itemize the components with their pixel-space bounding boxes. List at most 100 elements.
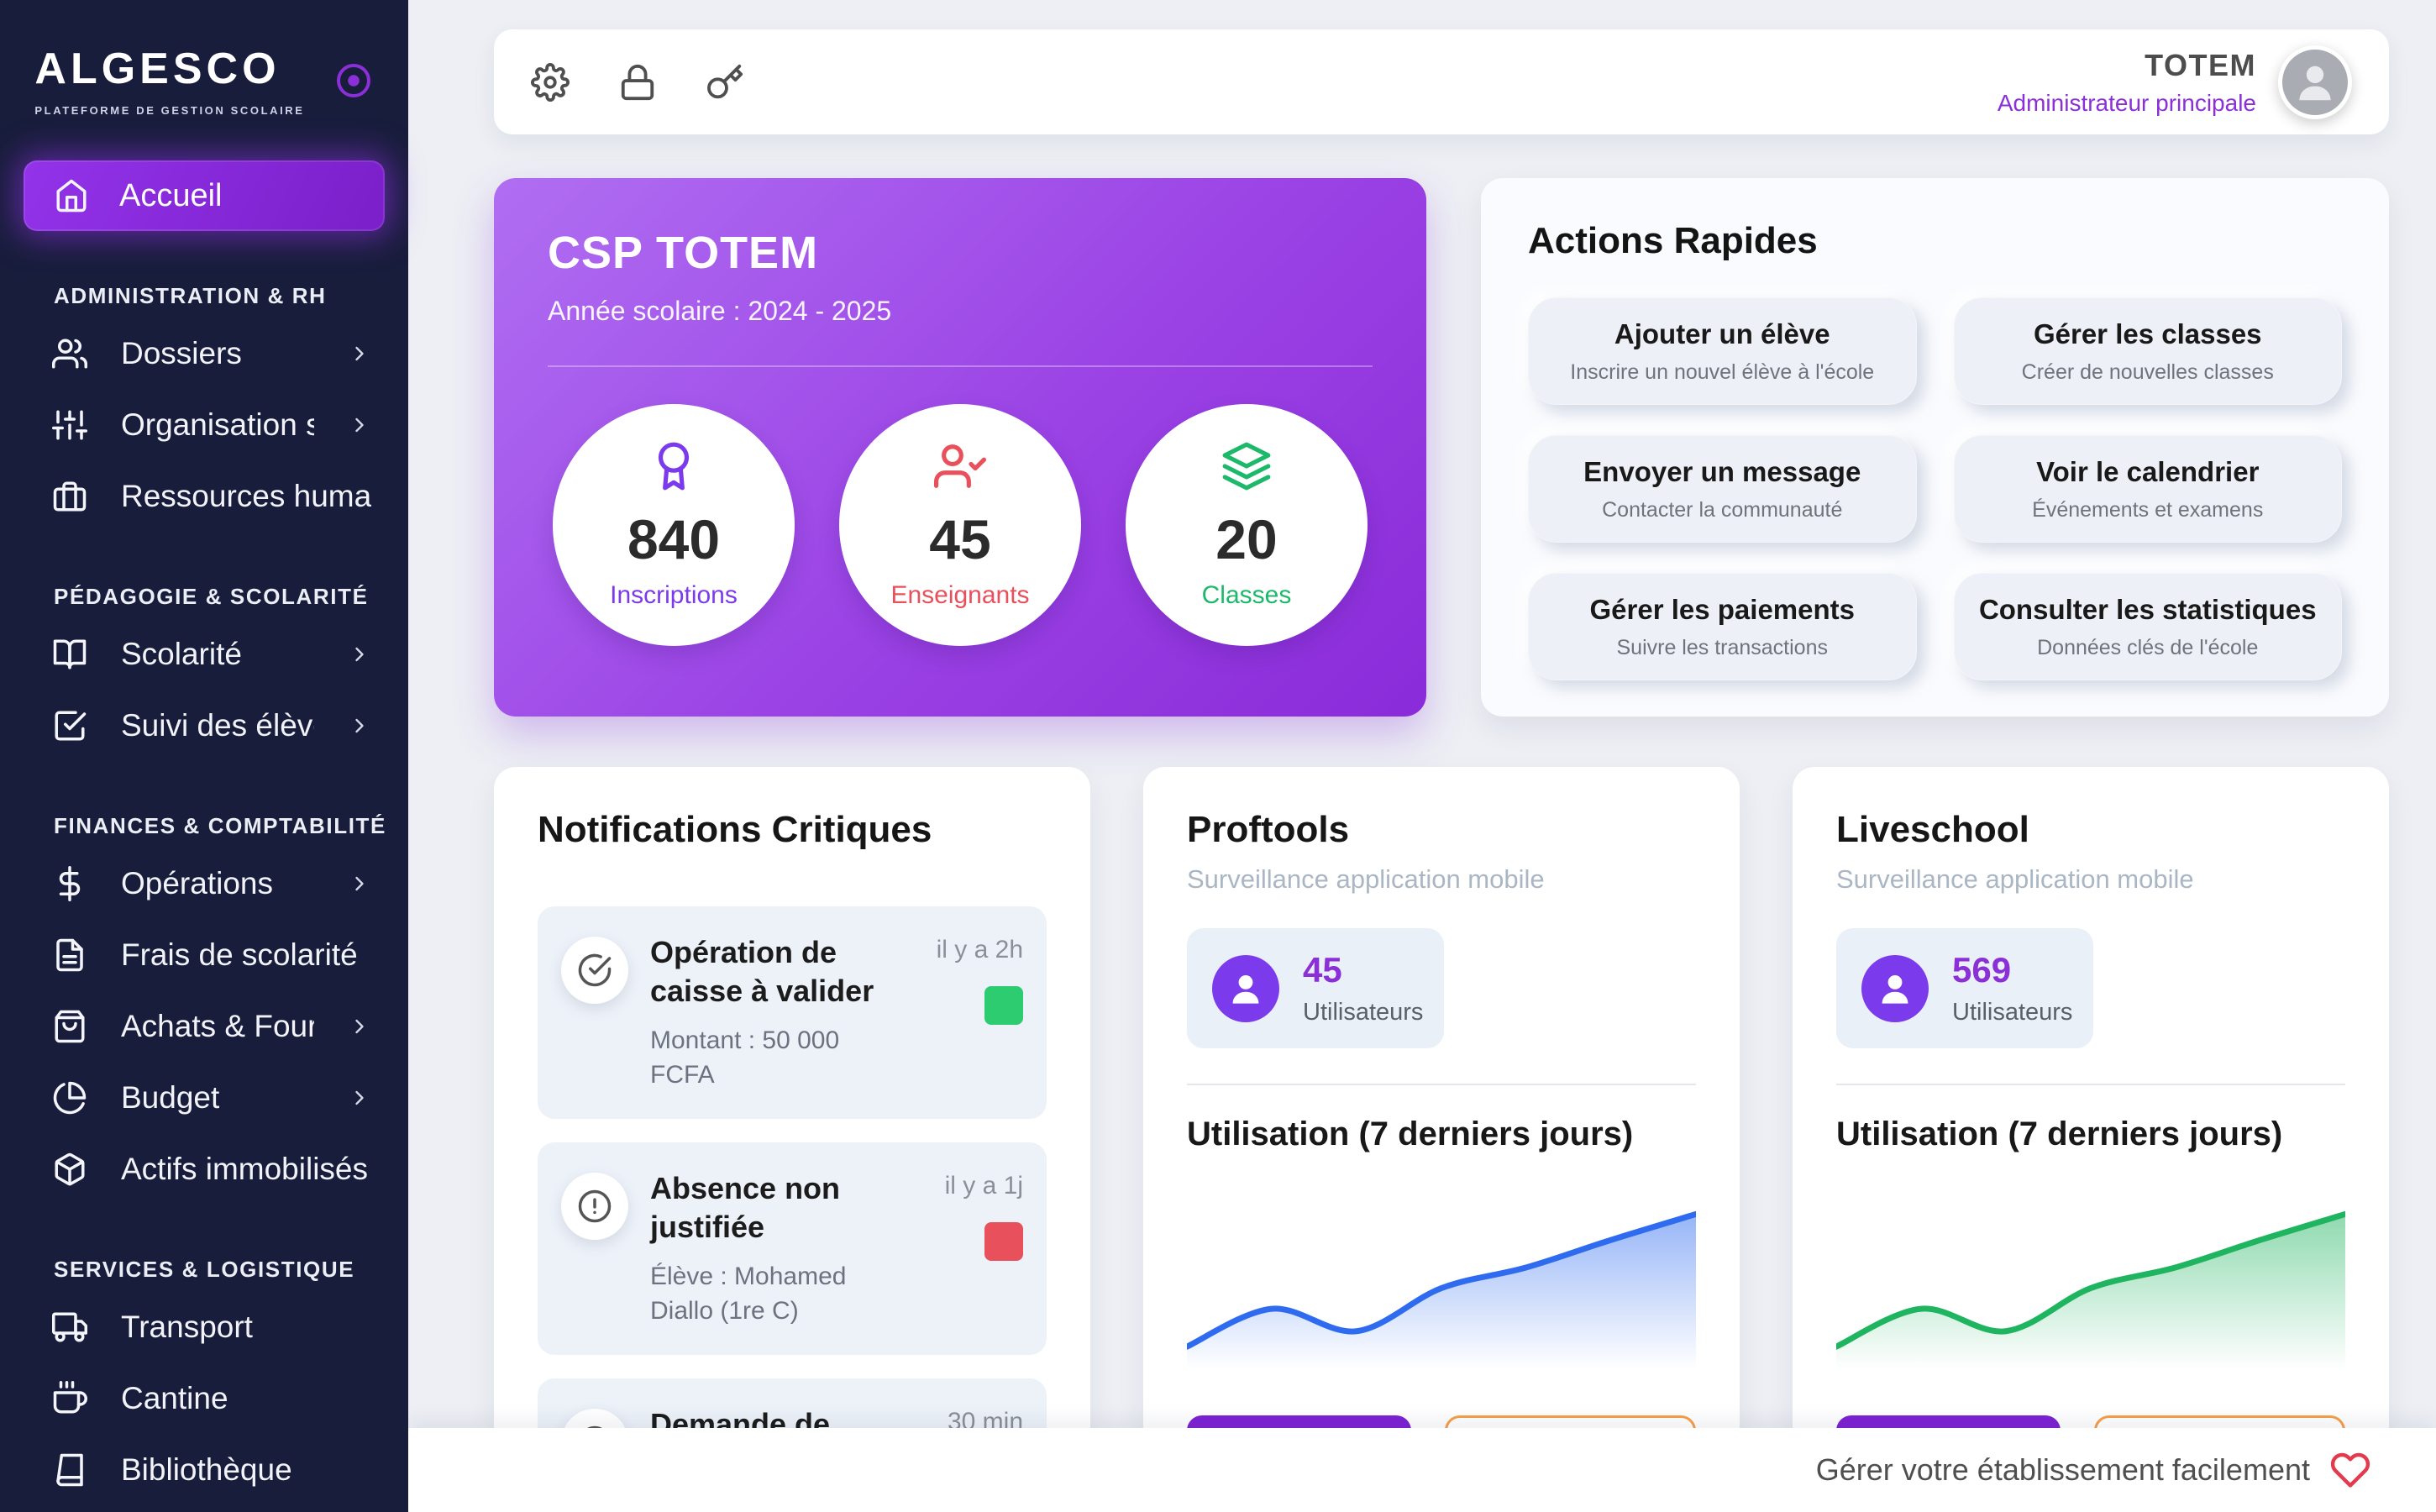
button-subtitle: Créer de nouvelles classes xyxy=(2021,360,2274,384)
button-subtitle: Événements et examens xyxy=(2032,497,2264,522)
app-tagline: PLATEFORME DE GESTION SCOLAIRE xyxy=(34,104,305,117)
usage-area-chart xyxy=(1184,1210,1699,1387)
sliders-icon xyxy=(52,407,87,443)
users-stat-text: 45 Utilisateurs xyxy=(1303,950,1423,1026)
user-icon xyxy=(1875,969,1915,1009)
coffee-icon xyxy=(52,1380,87,1416)
users-label: Utilisateurs xyxy=(1303,999,1424,1026)
users-avatar xyxy=(1861,954,1929,1022)
button-title: Gérer les classes xyxy=(2033,318,2262,349)
sidebar-item-transport[interactable]: Transport xyxy=(0,1291,408,1362)
button-subtitle: Inscrire un nouvel élève à l'école xyxy=(1570,360,1875,384)
stat-classes: 20 Classes xyxy=(1126,404,1368,646)
sidebar-item-organisation-scolaire[interactable]: Organisation scola... xyxy=(0,389,408,460)
notification-body: Absence non justifiée Élève : Mohamed Di… xyxy=(650,1169,902,1328)
school-overview-card: CSP TOTEM Année scolaire : 2024 - 2025 8… xyxy=(494,178,1426,717)
users-avatar xyxy=(1212,954,1279,1022)
sidebar-item-bibliotheque[interactable]: Bibliothèque xyxy=(0,1434,408,1505)
send-message-button[interactable]: Envoyer un message Contacter la communau… xyxy=(1528,435,1917,543)
truck-icon xyxy=(52,1310,87,1345)
lock-icon[interactable] xyxy=(618,63,657,102)
add-student-button[interactable]: Ajouter un élève Inscrire un nouvel élèv… xyxy=(1528,297,1917,405)
sidebar-item-actifs-immobilises[interactable]: Actifs immobilisés xyxy=(0,1133,408,1205)
stat-enseignants: 45 Enseignants xyxy=(839,404,1081,646)
sidebar-item-accueil[interactable]: Accueil xyxy=(24,160,385,231)
button-title: Envoyer un message xyxy=(1583,455,1861,487)
notification-time: il y a 1j xyxy=(944,1172,1023,1200)
sidebar-item-ressources-humaines[interactable]: Ressources humain... xyxy=(0,460,408,532)
sidebar-section-pedagogie: PÉDAGOGIE & SCOLARITÉ xyxy=(54,584,369,609)
check-circle-icon xyxy=(577,953,612,988)
sidebar-item-label: Bibliothèque xyxy=(121,1452,292,1487)
sidebar-section-services: SERVICES & LOGISTIQUE xyxy=(54,1257,355,1282)
sidebar-item-label: Dossiers xyxy=(121,335,242,370)
divider xyxy=(1187,1084,1696,1085)
notification-title: Opération de caisse à valider xyxy=(650,935,874,1009)
view-statistics-button[interactable]: Consulter les statistiques Données clés … xyxy=(1953,573,2342,680)
button-title: Gérer les paiements xyxy=(1589,593,1856,625)
user-block[interactable]: TOTEM Administrateur principale xyxy=(1998,45,2352,119)
sidebar-item-label: Transport xyxy=(121,1309,253,1344)
stat-value: 20 xyxy=(1215,508,1278,570)
liveschool-title: Liveschool xyxy=(1836,809,2029,850)
sidebar-item-operations[interactable]: Opérations xyxy=(0,848,408,919)
notification-time: il y a 2h xyxy=(936,936,1023,963)
notification-cash-operation[interactable]: Opération de caisse à valider Montant : … xyxy=(538,906,1047,1120)
button-title: Voir le calendrier xyxy=(2036,455,2260,487)
divider xyxy=(1836,1084,2345,1085)
footer-tagline: Gérer votre établissement facilement xyxy=(1815,1452,2310,1487)
notification-icon-wrap xyxy=(561,937,628,1004)
key-icon[interactable] xyxy=(706,63,744,102)
sidebar-item-budget[interactable]: Budget xyxy=(0,1062,408,1133)
notification-meta: il y a 2h xyxy=(924,933,1023,1092)
stat-inscriptions: 840 Inscriptions xyxy=(553,404,795,646)
logo-mark-icon[interactable] xyxy=(333,60,374,101)
sidebar-item-achats-fournisseurs[interactable]: Achats & Fournisse... xyxy=(0,990,408,1062)
avatar[interactable] xyxy=(2278,45,2352,119)
sidebar-item-cantine[interactable]: Cantine xyxy=(0,1362,408,1434)
heart-icon xyxy=(2330,1450,2370,1490)
user-check-icon xyxy=(934,440,986,492)
box-icon xyxy=(52,1152,87,1187)
sidebar-item-scolarite[interactable]: Scolarité xyxy=(0,618,408,690)
users-count: 45 xyxy=(1303,950,1342,990)
book-icon xyxy=(52,1452,87,1488)
quick-actions-card: Actions Rapides Ajouter un élève Inscrir… xyxy=(1481,178,2389,717)
user-name: TOTEM xyxy=(2145,47,2256,82)
notification-icon-wrap xyxy=(561,1173,628,1241)
proftools-title: Proftools xyxy=(1187,809,1350,850)
file-text-icon xyxy=(52,937,87,973)
button-title: Consulter les statistiques xyxy=(1978,593,2317,625)
liveschool-card: Liveschool Surveillance application mobi… xyxy=(1793,767,2389,1512)
app-name: ALGESCO xyxy=(34,45,281,93)
manage-classes-button[interactable]: Gérer les classes Créer de nouvelles cla… xyxy=(1953,297,2342,405)
users-stat-text: 569 Utilisateurs xyxy=(1952,950,2072,1026)
chevron-right-icon xyxy=(348,1015,371,1038)
sidebar-item-label: Cantine xyxy=(121,1380,228,1415)
manage-payments-button[interactable]: Gérer les paiements Suivre les transacti… xyxy=(1528,573,1917,680)
sidebar-item-label: Organisation scola... xyxy=(121,407,314,442)
divider xyxy=(548,365,1373,367)
chevron-right-icon xyxy=(348,643,371,666)
sidebar-item-label: Scolarité xyxy=(121,636,242,671)
sidebar-item-dossiers[interactable]: Dossiers xyxy=(0,318,408,389)
dollar-icon xyxy=(52,865,87,901)
alert-circle-icon xyxy=(577,1189,612,1224)
view-calendar-button[interactable]: Voir le calendrier Événements et examens xyxy=(1953,435,2342,543)
footer: Gérer votre établissement facilement xyxy=(408,1428,2436,1512)
pie-chart-icon xyxy=(52,1080,87,1116)
chevron-right-icon xyxy=(348,872,371,895)
sidebar-item-suivi-eleves[interactable]: Suivi des élèves xyxy=(0,690,408,761)
notification-absence[interactable]: Absence non justifiée Élève : Mohamed Di… xyxy=(538,1142,1047,1356)
users-count: 569 xyxy=(1952,950,2012,990)
status-badge xyxy=(984,985,1023,1025)
users-label: Utilisateurs xyxy=(1952,999,2073,1026)
user-text: TOTEM Administrateur principale xyxy=(1998,48,2256,117)
settings-icon[interactable] xyxy=(531,62,570,102)
proftools-card: Proftools Surveillance application mobil… xyxy=(1143,767,1740,1512)
sidebar-section-finances: FINANCES & COMPTABILITÉ xyxy=(54,813,386,838)
sidebar-item-frais-scolarite[interactable]: Frais de scolarité xyxy=(0,919,408,990)
layers-icon xyxy=(1221,440,1273,492)
book-open-icon xyxy=(52,637,87,672)
status-badge xyxy=(984,1221,1023,1261)
